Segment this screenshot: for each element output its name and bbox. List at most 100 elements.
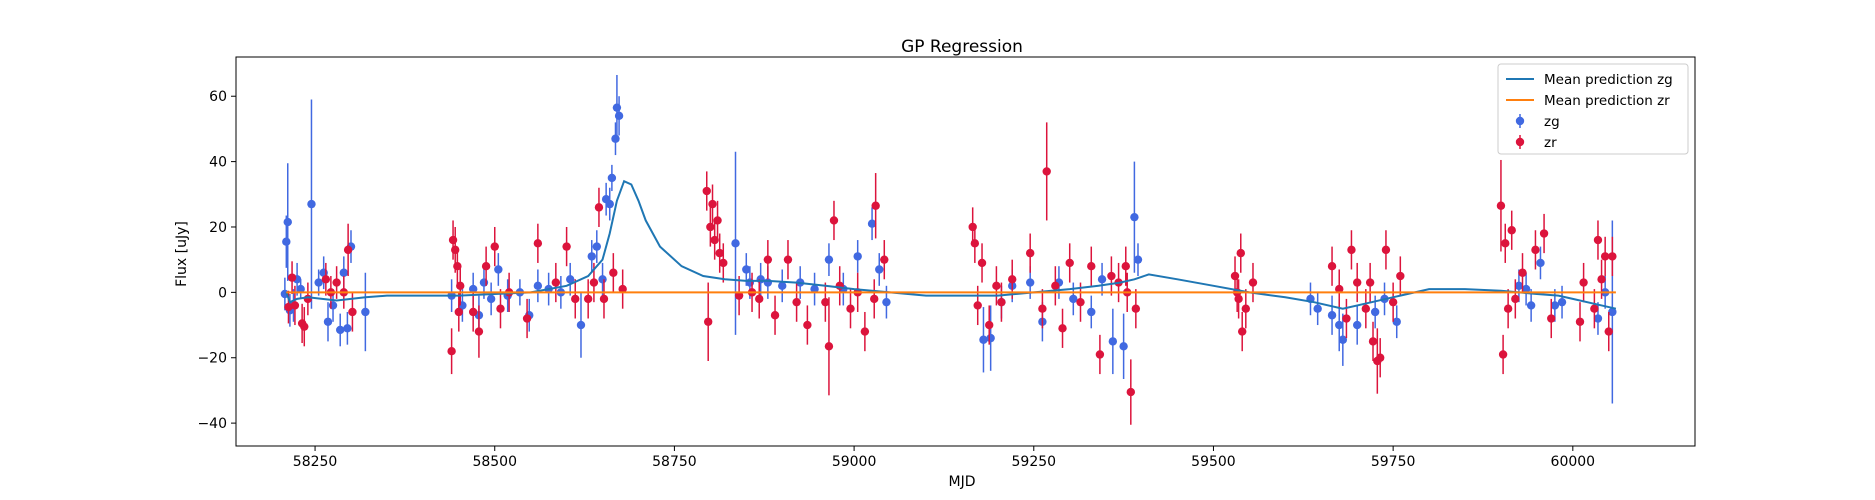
- point-zg-67: [1130, 212, 1139, 222]
- point-zg-33: [592, 242, 601, 251]
- plot-area: [235, 56, 1696, 447]
- point-zg-44: [756, 275, 765, 284]
- point-zg-63: [1087, 307, 1096, 317]
- point-zg-59: [1025, 278, 1035, 287]
- point-zr-93: [1342, 314, 1351, 323]
- point-zr-114: [1575, 317, 1585, 326]
- point-zr-88: [1238, 327, 1247, 336]
- point-zg-39: [612, 103, 622, 112]
- point-zr-90: [1248, 278, 1258, 287]
- point-zr-95: [1353, 278, 1362, 287]
- point-zr-53: [829, 216, 839, 225]
- x-axis-title: MJD: [949, 474, 976, 490]
- point-zr-34: [618, 284, 627, 294]
- point-zr-64: [977, 258, 987, 268]
- x-tick-label-3: 59000: [832, 454, 877, 470]
- point-zg-82: [1550, 301, 1560, 310]
- point-zg-73: [1338, 335, 1348, 344]
- point-zg-77: [1392, 317, 1401, 326]
- point-zr-49: [792, 297, 801, 307]
- point-zg-19: [468, 284, 478, 294]
- point-zr-61: [968, 222, 977, 232]
- point-zr-65: [985, 320, 994, 330]
- legend-box: [1497, 63, 1689, 155]
- point-zr-18: [468, 307, 478, 317]
- point-zr-121: [1608, 252, 1617, 261]
- point-zr-22: [496, 304, 505, 313]
- point-zg-48: [810, 284, 819, 294]
- point-zr-68: [1008, 275, 1017, 284]
- point-zg-31: [576, 320, 586, 330]
- y-tick-label-2: 0: [218, 285, 227, 301]
- y-tick-label-3: 20: [209, 220, 227, 236]
- point-zr-13: [448, 235, 458, 245]
- point-zg-65: [1108, 337, 1118, 346]
- point-zr-98: [1368, 337, 1378, 346]
- chart-title: GP Regression: [901, 37, 1023, 57]
- point-zr-17: [456, 281, 465, 291]
- point-zg-32: [587, 252, 596, 261]
- x-tick-label-4: 59250: [1012, 454, 1057, 470]
- point-zr-57: [860, 327, 870, 336]
- point-zr-67: [997, 297, 1006, 307]
- point-zr-116: [1590, 304, 1599, 313]
- point-zr-36: [703, 317, 713, 326]
- point-zr-12: [447, 347, 456, 356]
- point-zr-48: [783, 255, 793, 264]
- point-zr-5: [303, 294, 313, 304]
- point-zr-78: [1107, 271, 1116, 281]
- point-zr-117: [1593, 235, 1603, 245]
- point-zr-46: [763, 255, 773, 264]
- point-zr-62: [970, 239, 980, 248]
- point-zr-60: [880, 255, 889, 264]
- point-zr-45: [755, 294, 764, 304]
- point-zg-79: [1521, 284, 1531, 294]
- point-zr-37: [706, 222, 715, 232]
- point-zg-6: [296, 284, 305, 294]
- plot-frame: [235, 56, 1696, 447]
- legend-label-1: Mean prediction zr: [1544, 93, 1670, 109]
- point-zg-75: [1370, 307, 1380, 317]
- point-zr-71: [1042, 167, 1051, 176]
- point-zr-70: [1038, 304, 1047, 313]
- point-zg-80: [1526, 301, 1536, 310]
- point-zr-111: [1531, 245, 1540, 255]
- point-zg-72: [1335, 320, 1344, 330]
- point-zr-32: [599, 294, 609, 304]
- point-zr-20: [481, 262, 491, 271]
- point-zg-46: [778, 281, 787, 291]
- point-zr-119: [1600, 252, 1610, 261]
- point-zg-23: [494, 265, 503, 274]
- point-zg-84: [1593, 314, 1603, 323]
- point-zr-104: [1496, 201, 1506, 210]
- point-zg-37: [607, 173, 617, 183]
- point-zr-29: [583, 294, 593, 304]
- point-zg-40: [614, 111, 624, 121]
- point-zg-10: [323, 317, 333, 326]
- point-zg-11: [328, 301, 338, 310]
- point-zg-78: [1514, 281, 1524, 291]
- point-zr-63: [973, 301, 982, 310]
- point-zr-25: [533, 239, 543, 248]
- legend: Mean prediction zg Mean prediction zr zg zr: [1497, 63, 1689, 155]
- point-zg-68: [1133, 255, 1143, 264]
- x-tick-label-0: 58250: [293, 454, 338, 470]
- y-axis-title: Flux [uJy]: [174, 221, 190, 287]
- point-zr-19: [474, 327, 484, 336]
- point-zr-89: [1241, 304, 1251, 313]
- point-zr-77: [1095, 350, 1105, 359]
- point-zr-105: [1498, 350, 1508, 359]
- point-zg-81: [1536, 258, 1545, 268]
- point-zr-2: [290, 301, 300, 310]
- x-tick-label-7: 60000: [1551, 454, 1596, 470]
- point-zr-118: [1597, 275, 1606, 284]
- point-zg-62: [1069, 294, 1078, 304]
- point-zg-1: [282, 237, 291, 246]
- point-zr-84: [1230, 271, 1240, 281]
- point-zr-14: [451, 245, 460, 255]
- legend-label-2: zg: [1544, 114, 1560, 130]
- point-zr-112: [1539, 229, 1549, 238]
- point-zg-74: [1353, 320, 1362, 330]
- line-mean-prediction-zg: [285, 179, 1617, 310]
- point-zr-113: [1547, 314, 1556, 323]
